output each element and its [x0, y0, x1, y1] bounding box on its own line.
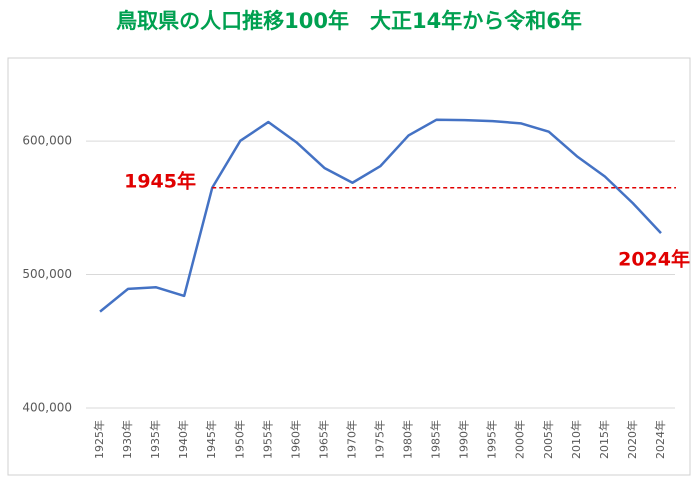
- x-tick-label: 1990年: [457, 420, 471, 459]
- data-line: [99, 118, 662, 313]
- x-tick-label: 2015年: [597, 420, 611, 459]
- x-tick-label: 1995年: [485, 420, 499, 459]
- x-tick-label: 2010年: [569, 420, 583, 459]
- y-tick-label: 600,000: [22, 134, 72, 148]
- x-tick-label: 2020年: [625, 420, 639, 459]
- x-tick-label: 1955年: [260, 420, 274, 459]
- x-tick-label: 2024年: [653, 420, 667, 459]
- x-tick-label: 1980年: [401, 420, 415, 459]
- x-tick-label: 2000年: [513, 420, 527, 459]
- x-tick-label: 1985年: [429, 420, 443, 459]
- x-tick-label: 1945年: [204, 420, 218, 459]
- x-tick-label: 1930年: [120, 420, 134, 459]
- y-tick-label: 400,000: [22, 401, 72, 415]
- x-tick-label: 1960年: [288, 420, 302, 459]
- chart-frame: [7, 57, 691, 476]
- x-tick-label: 1940年: [176, 420, 190, 459]
- x-tick-label: 1970年: [344, 420, 358, 459]
- chart-title: 鳥取県の人口推移100年 大正14年から令和6年: [116, 9, 582, 33]
- annotation: 2024年: [618, 248, 690, 271]
- x-tick-label: 2005年: [541, 420, 555, 459]
- y-tick-label: 500,000: [22, 267, 72, 281]
- x-tick-label: 1965年: [316, 420, 330, 459]
- annotation: 1945年: [124, 170, 196, 193]
- x-tick-label: 1975年: [373, 420, 387, 459]
- x-tick-label: 1925年: [92, 420, 106, 459]
- x-tick-label: 1935年: [148, 420, 162, 459]
- x-tick-label: 1950年: [232, 420, 246, 459]
